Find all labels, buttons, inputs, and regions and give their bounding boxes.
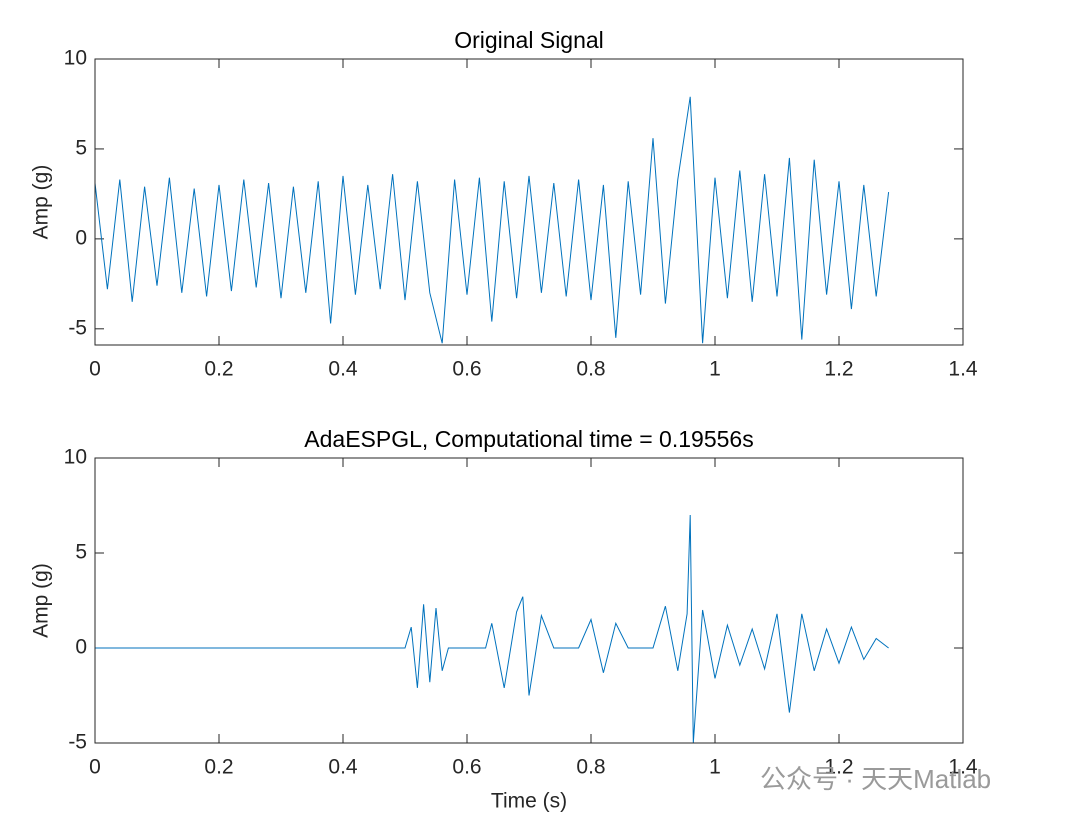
axes: AdaESPGL, Computational time = 0.19556s A… [30, 426, 978, 812]
y-tick-label: -5 [68, 316, 87, 339]
chart-title: Original Signal [454, 27, 604, 53]
y-tick-label: 5 [75, 136, 87, 159]
y-tick-label: 0 [75, 636, 87, 659]
y-tick-label: 10 [64, 446, 87, 469]
axes-box [94, 457, 964, 744]
y-axis-label: Amp (g) [30, 563, 53, 638]
x-tick-label: 1.2 [824, 756, 853, 779]
x-tick-label: 0.6 [452, 358, 481, 381]
x-tick-label: 0 [89, 756, 101, 779]
signal-line [95, 96, 890, 344]
x-tick-label: 1.4 [948, 756, 978, 779]
x-tick-label: 1 [709, 358, 721, 381]
x-tick-label: 0.6 [452, 756, 481, 779]
y-axis-label: Amp (g) [30, 165, 53, 240]
x-tick-label: 0.8 [576, 358, 605, 381]
chart-title: AdaESPGL, Computational time = 0.19556s [304, 426, 753, 452]
x-tick-label: 1.4 [948, 358, 978, 381]
x-tick-label: 0.8 [576, 756, 605, 779]
x-tick-label: 0.2 [204, 358, 233, 381]
signal-line [95, 514, 889, 743]
y-tick-label: 0 [75, 226, 87, 249]
x-axis-label: Time (s) [491, 790, 567, 813]
x-tick-label: 0 [89, 358, 101, 381]
x-tick-label: 0.2 [204, 756, 233, 779]
y-tick-label: -5 [68, 731, 87, 754]
x-tick-label: 1.2 [824, 358, 853, 381]
y-tick-label: 5 [75, 541, 87, 564]
x-tick-label: 0.4 [328, 756, 358, 779]
x-tick-label: 1 [709, 756, 721, 779]
y-tick-label: 10 [64, 47, 87, 70]
x-tick-label: 0.4 [328, 358, 358, 381]
axes-box [94, 58, 964, 346]
watermark: 公众号 · 天天Matlab [760, 764, 991, 794]
